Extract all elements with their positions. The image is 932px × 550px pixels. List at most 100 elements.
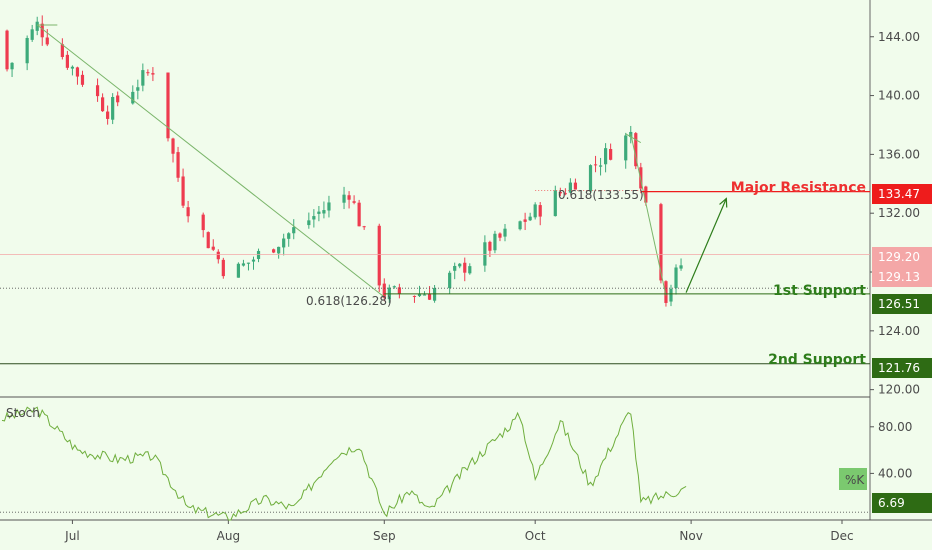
candle[interactable] (669, 284, 673, 307)
candle[interactable] (282, 233, 286, 256)
candle-body (377, 225, 381, 286)
candle[interactable] (483, 235, 487, 272)
candle-body (417, 293, 422, 297)
candle[interactable] (246, 262, 251, 271)
candle[interactable] (146, 69, 150, 76)
candle-body (146, 72, 150, 74)
candle[interactable] (292, 219, 296, 240)
candle[interactable] (151, 67, 155, 82)
candle[interactable] (317, 206, 321, 222)
candle[interactable] (453, 262, 457, 280)
candle[interactable] (141, 63, 145, 92)
candle[interactable] (377, 223, 381, 292)
candle[interactable] (45, 29, 49, 47)
candle[interactable] (272, 248, 276, 254)
candle[interactable] (624, 132, 628, 169)
candle[interactable] (176, 146, 180, 182)
candle[interactable] (397, 283, 401, 299)
candle[interactable] (106, 105, 110, 125)
candle[interactable] (538, 202, 542, 226)
candle[interactable] (598, 157, 603, 176)
candle[interactable] (458, 262, 462, 269)
candle[interactable] (171, 137, 175, 163)
candle[interactable] (312, 209, 316, 228)
candle[interactable] (40, 15, 44, 46)
candle[interactable] (5, 29, 9, 72)
candle[interactable] (95, 78, 100, 102)
candle[interactable] (412, 295, 417, 303)
candle[interactable] (558, 187, 562, 197)
candle[interactable] (523, 212, 527, 231)
candle[interactable] (181, 168, 185, 208)
candle[interactable] (503, 224, 507, 242)
stoch-k-line[interactable] (1, 406, 687, 521)
candle[interactable] (206, 231, 210, 249)
candle[interactable] (201, 212, 205, 238)
candle[interactable] (166, 72, 170, 142)
candle[interactable] (256, 248, 261, 263)
candle[interactable] (75, 66, 80, 85)
candle[interactable] (35, 16, 39, 36)
candle-body (251, 259, 256, 262)
candle[interactable] (493, 230, 497, 254)
candle[interactable] (362, 225, 366, 230)
candle[interactable] (422, 291, 427, 296)
price-series[interactable] (5, 15, 683, 307)
candle[interactable] (60, 38, 64, 60)
candle[interactable] (634, 132, 638, 170)
candle[interactable] (679, 258, 683, 271)
candle[interactable] (216, 249, 220, 264)
candle[interactable] (211, 239, 215, 252)
candle[interactable] (463, 257, 467, 282)
candle[interactable] (342, 186, 346, 210)
candle[interactable] (65, 50, 69, 70)
candle[interactable] (352, 195, 356, 205)
candle[interactable] (568, 178, 572, 194)
candle[interactable] (659, 202, 663, 284)
candle[interactable] (674, 264, 678, 295)
candle[interactable] (111, 93, 115, 125)
candle[interactable] (588, 164, 593, 195)
candle[interactable] (186, 200, 190, 223)
candle[interactable] (392, 285, 396, 289)
resistance-tag-text: 133.47 (878, 187, 920, 201)
candle[interactable] (322, 201, 326, 219)
candle[interactable] (498, 232, 502, 242)
candle[interactable] (518, 220, 522, 231)
candle[interactable] (116, 91, 120, 107)
candle[interactable] (593, 155, 598, 173)
candle[interactable] (70, 65, 75, 76)
candle[interactable] (80, 70, 85, 87)
candle[interactable] (251, 256, 256, 270)
candle[interactable] (277, 246, 281, 259)
candle[interactable] (609, 143, 613, 161)
candle[interactable] (327, 195, 331, 218)
candle-body (659, 204, 663, 281)
candle[interactable] (468, 263, 472, 275)
candle[interactable] (25, 35, 29, 71)
candle[interactable] (563, 188, 567, 196)
candle[interactable] (357, 199, 361, 227)
candle[interactable] (136, 79, 140, 100)
candle[interactable] (528, 212, 532, 222)
candle[interactable] (236, 262, 241, 278)
candle[interactable] (573, 178, 578, 190)
candle[interactable] (10, 62, 14, 78)
candle[interactable] (347, 191, 351, 209)
candle[interactable] (30, 24, 34, 42)
candle[interactable] (287, 232, 291, 247)
candle[interactable] (241, 259, 246, 267)
candle[interactable] (131, 85, 135, 105)
candle-body (236, 263, 241, 278)
candle[interactable] (604, 143, 608, 173)
stoch-series[interactable] (0, 406, 870, 521)
candle[interactable] (101, 93, 105, 112)
x-axis-ticks: Jul Aug Sep Oct Nov Dec (64, 520, 854, 543)
candle[interactable] (417, 285, 422, 298)
candle[interactable] (533, 202, 537, 220)
candle[interactable] (553, 185, 557, 217)
candle[interactable] (221, 257, 225, 279)
candle[interactable] (307, 212, 311, 229)
candle[interactable] (448, 270, 452, 294)
candle[interactable] (382, 278, 386, 302)
